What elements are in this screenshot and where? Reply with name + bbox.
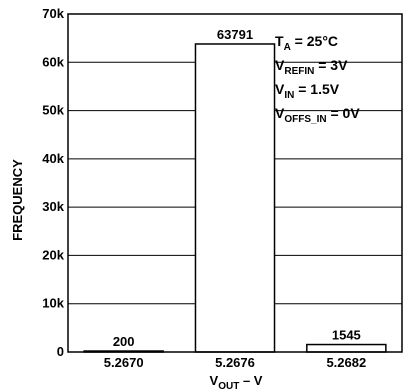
y-tick-label: 0 (57, 344, 64, 359)
y-tick-label: 20k (42, 247, 64, 262)
y-axis-ticks: 0 10k 20k 30k 40k 50k 60k 70k (42, 6, 64, 359)
data-label: 63791 (217, 27, 253, 42)
annotation-line: VOFFS_IN = 0V (275, 105, 360, 125)
annotation-line: TA = 25°C (275, 33, 338, 53)
bar-5.2682 (306, 343, 387, 353)
bar-5.2676 (194, 43, 276, 353)
y-tick-label: 50k (42, 103, 64, 118)
x-tick-label: 5.2670 (104, 355, 144, 370)
annotation-line: VREFIN = 3V (275, 57, 348, 77)
y-tick-label: 60k (42, 54, 64, 69)
x-axis-title-sub: OUT (218, 381, 239, 390)
x-tick-label: 5.2682 (326, 355, 366, 370)
y-tick-label: 30k (42, 199, 64, 214)
annotation-box: TA = 25°C VREFIN = 3V VIN = 1.5V VOFFS_IN =… (275, 33, 360, 125)
data-label: 200 (113, 334, 135, 349)
bars (83, 43, 387, 353)
y-axis-title: FREQUENCY (10, 159, 25, 241)
y-tick-label: 10k (42, 296, 64, 311)
plot-frame (67, 13, 403, 353)
x-axis-ticks: 5.2670 5.2676 5.2682 (104, 355, 366, 370)
x-axis-title: VOUT – V (210, 373, 263, 390)
x-tick-label: 5.2676 (215, 355, 255, 370)
x-axis-title-suffix: – V (239, 373, 262, 388)
data-label: 1545 (332, 328, 361, 343)
data-labels: 200 63791 1545 (113, 27, 361, 349)
annotation-line: VIN = 1.5V (275, 81, 340, 101)
x-axis-title-main: V (210, 373, 219, 388)
y-tick-label: 70k (42, 6, 64, 21)
y-tick-label: 40k (42, 151, 64, 166)
